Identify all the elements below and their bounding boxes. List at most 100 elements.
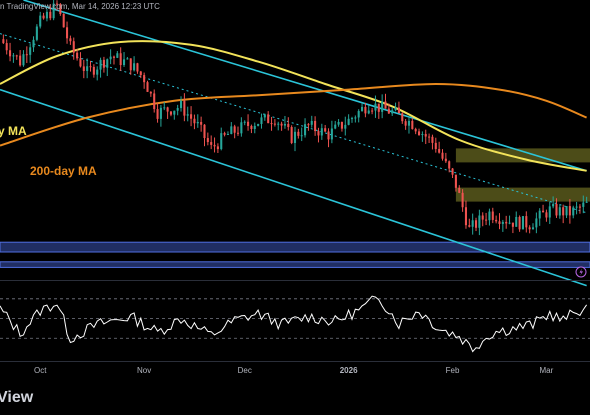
candle (411, 117, 414, 130)
candle-body (15, 55, 18, 57)
candle-body (79, 58, 82, 67)
candle (397, 101, 400, 114)
candle-body (542, 210, 545, 213)
candle (9, 42, 12, 62)
candle-body (481, 215, 484, 220)
time-axis: Oct Nov Dec 2026 Feb Mar (34, 366, 554, 375)
candle (102, 56, 105, 73)
moving-average-layer (0, 40, 587, 172)
candle-body (186, 114, 189, 116)
candle-body (139, 71, 142, 76)
candle-body (498, 221, 501, 224)
candle-body (179, 100, 183, 109)
candle-body (464, 207, 468, 226)
candle (200, 116, 203, 132)
candle (22, 50, 25, 67)
candle (327, 128, 330, 148)
candle-body (434, 142, 437, 150)
candle-body (277, 123, 280, 125)
candle-body (438, 149, 441, 153)
candle-body (193, 118, 196, 124)
candle (300, 127, 303, 142)
candle (575, 201, 578, 215)
candle-body (250, 125, 253, 130)
candle-body (350, 118, 354, 120)
candle (498, 213, 501, 230)
candle (86, 58, 89, 79)
candle (287, 117, 290, 131)
candle (371, 107, 374, 115)
candle (458, 185, 461, 194)
candle-body (112, 56, 116, 58)
lightning-icon[interactable] (575, 266, 587, 278)
candle (62, 13, 65, 28)
candle (545, 209, 548, 222)
candle-body (317, 131, 320, 136)
x-tick-label: Feb (446, 366, 460, 375)
candle-body (441, 152, 444, 159)
candle-body (565, 206, 568, 216)
candle (99, 57, 102, 78)
candle-body (233, 126, 236, 133)
candle-body (260, 117, 263, 124)
candle (454, 174, 457, 192)
candle-body (293, 131, 297, 143)
candle-body (528, 227, 531, 230)
candle (431, 134, 434, 150)
candle (542, 204, 545, 213)
tradingview-watermark: View (0, 389, 34, 406)
candle-body (267, 114, 270, 124)
candle-body (66, 27, 69, 39)
candle-body (89, 66, 92, 68)
candle-body (52, 3, 55, 19)
candle (153, 89, 156, 113)
candle-body (206, 138, 209, 143)
candle (314, 116, 317, 136)
candle-body (417, 131, 421, 136)
candle (347, 114, 350, 126)
candle (531, 223, 535, 230)
candle (15, 54, 18, 60)
candle-body (495, 219, 498, 222)
support-zone-3 (0, 261, 590, 268)
candle-body (146, 82, 149, 92)
candle-body (572, 207, 575, 216)
candle (66, 21, 69, 44)
candle-body (411, 120, 414, 129)
candle (394, 102, 397, 112)
candle-body (19, 55, 22, 66)
candle (485, 212, 488, 226)
candle-body (461, 192, 464, 208)
candle-body (263, 114, 266, 118)
candle-body (401, 113, 404, 122)
candle (578, 204, 581, 214)
candle-body (42, 15, 45, 19)
candle-body (575, 206, 578, 208)
candle-body (568, 206, 571, 216)
candle-body (424, 134, 427, 137)
candle-body (444, 158, 447, 162)
candle-body (340, 121, 343, 129)
candle (568, 199, 571, 224)
candle-body (45, 11, 48, 19)
candle (461, 189, 464, 212)
candle (12, 52, 15, 63)
candle-body (391, 110, 394, 114)
candle-body (280, 123, 283, 126)
candle-body (136, 63, 139, 72)
candle (478, 209, 481, 236)
candle-body (106, 59, 109, 68)
candle (92, 64, 95, 78)
candle (186, 106, 189, 122)
candle (106, 58, 109, 77)
candle (364, 102, 367, 118)
candle-body (143, 75, 146, 83)
candle-body (226, 134, 229, 136)
candle-body (297, 131, 300, 136)
candle (505, 215, 508, 229)
candle-body (361, 106, 364, 112)
candle (310, 115, 313, 128)
candle (441, 149, 444, 161)
candle (491, 207, 494, 224)
